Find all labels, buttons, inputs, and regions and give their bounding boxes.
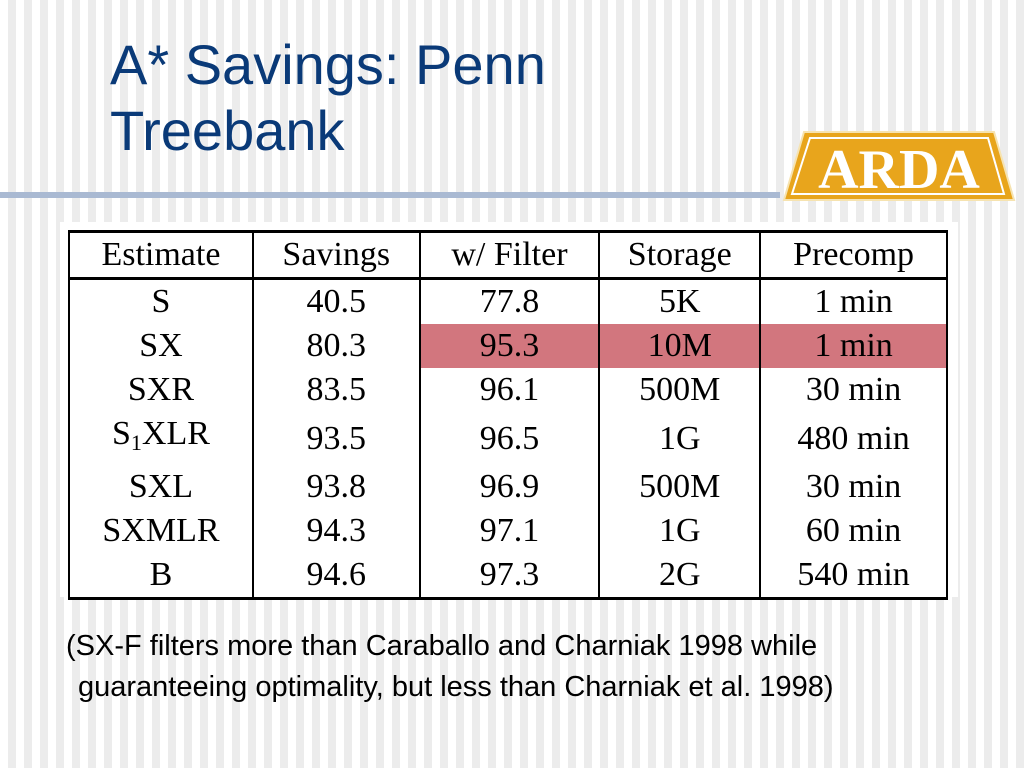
estimate-base: S bbox=[111, 415, 131, 452]
title-line-1: A* Savings: Penn bbox=[110, 33, 546, 96]
cell-savings: 93.5 bbox=[251, 412, 421, 465]
arda-logo: ARDA bbox=[782, 131, 1016, 201]
cell-filter: 96.9 bbox=[418, 465, 601, 509]
header-savings: Savings bbox=[251, 230, 421, 280]
table-row: S1XLR 93.5 96.5 1G 480 min bbox=[68, 412, 948, 465]
cell-precomp: 60 min bbox=[759, 509, 948, 553]
table-row: B 94.6 97.3 2G 540 min bbox=[68, 553, 948, 600]
title-divider bbox=[0, 192, 780, 198]
cell-storage: 500M bbox=[598, 368, 762, 412]
title-line-2: Treebank bbox=[110, 99, 345, 162]
cell-savings: 94.3 bbox=[251, 509, 421, 553]
header-estimate: Estimate bbox=[68, 230, 254, 280]
header-storage: Storage bbox=[598, 230, 762, 280]
cell-storage-highlighted: 10M bbox=[598, 324, 762, 368]
cell-estimate: S1XLR bbox=[68, 412, 254, 465]
slide-caption: (SX-F filters more than Caraballo and Ch… bbox=[66, 626, 996, 708]
results-table: Estimate Savings w/ Filter Storage Preco… bbox=[68, 230, 948, 600]
cell-precomp: 1 min bbox=[759, 278, 948, 324]
table-row: S 40.5 77.8 5K 1 min bbox=[68, 278, 948, 324]
cell-precomp: 480 min bbox=[759, 412, 948, 465]
cell-savings: 40.5 bbox=[251, 278, 421, 324]
logo-text: ARDA bbox=[818, 139, 980, 201]
cell-estimate: S bbox=[68, 278, 254, 324]
estimate-rest: XLR bbox=[141, 415, 210, 452]
estimate-subscript: 1 bbox=[130, 430, 142, 455]
cell-filter-highlighted: 95.3 bbox=[418, 324, 601, 368]
cell-estimate: SXMLR bbox=[68, 509, 254, 553]
table-header-row: Estimate Savings w/ Filter Storage Preco… bbox=[68, 230, 948, 280]
slide-title: A* Savings: Penn Treebank bbox=[110, 32, 750, 164]
cell-precomp: 30 min bbox=[759, 465, 948, 509]
cell-filter: 97.1 bbox=[418, 509, 601, 553]
cell-filter: 96.5 bbox=[418, 412, 601, 465]
header-filter: w/ Filter bbox=[418, 230, 601, 280]
cell-filter: 77.8 bbox=[418, 278, 601, 324]
cell-savings: 93.8 bbox=[251, 465, 421, 509]
table-row-highlighted: SX 80.3 95.3 10M 1 min bbox=[68, 324, 948, 368]
cell-savings: 83.5 bbox=[251, 368, 421, 412]
cell-precomp: 30 min bbox=[759, 368, 948, 412]
cell-storage: 1G bbox=[598, 509, 762, 553]
table-panel: Estimate Savings w/ Filter Storage Preco… bbox=[60, 222, 958, 600]
cell-estimate: SXR bbox=[68, 368, 254, 412]
table-row: SXR 83.5 96.1 500M 30 min bbox=[68, 368, 948, 412]
cell-storage: 1G bbox=[598, 412, 762, 465]
table-row: SXL 93.8 96.9 500M 30 min bbox=[68, 465, 948, 509]
caption-line-2: guaranteeing optimality, but less than C… bbox=[78, 671, 834, 703]
cell-filter: 97.3 bbox=[418, 553, 601, 600]
caption-line-1: (SX-F filters more than Caraballo and Ch… bbox=[66, 630, 818, 662]
cell-storage: 5K bbox=[598, 278, 762, 324]
cell-estimate: SXL bbox=[68, 465, 254, 509]
cell-savings: 94.6 bbox=[251, 553, 421, 600]
table-row: SXMLR 94.3 97.1 1G 60 min bbox=[68, 509, 948, 553]
cell-filter: 96.1 bbox=[418, 368, 601, 412]
cell-storage: 2G bbox=[598, 553, 762, 600]
cell-estimate: B bbox=[68, 553, 254, 600]
cell-precomp-highlighted: 1 min bbox=[759, 324, 948, 368]
cell-estimate: SX bbox=[68, 324, 254, 368]
cell-savings: 80.3 bbox=[251, 324, 421, 368]
header-precomp: Precomp bbox=[759, 230, 948, 280]
cell-precomp: 540 min bbox=[759, 553, 948, 600]
cell-storage: 500M bbox=[598, 465, 762, 509]
